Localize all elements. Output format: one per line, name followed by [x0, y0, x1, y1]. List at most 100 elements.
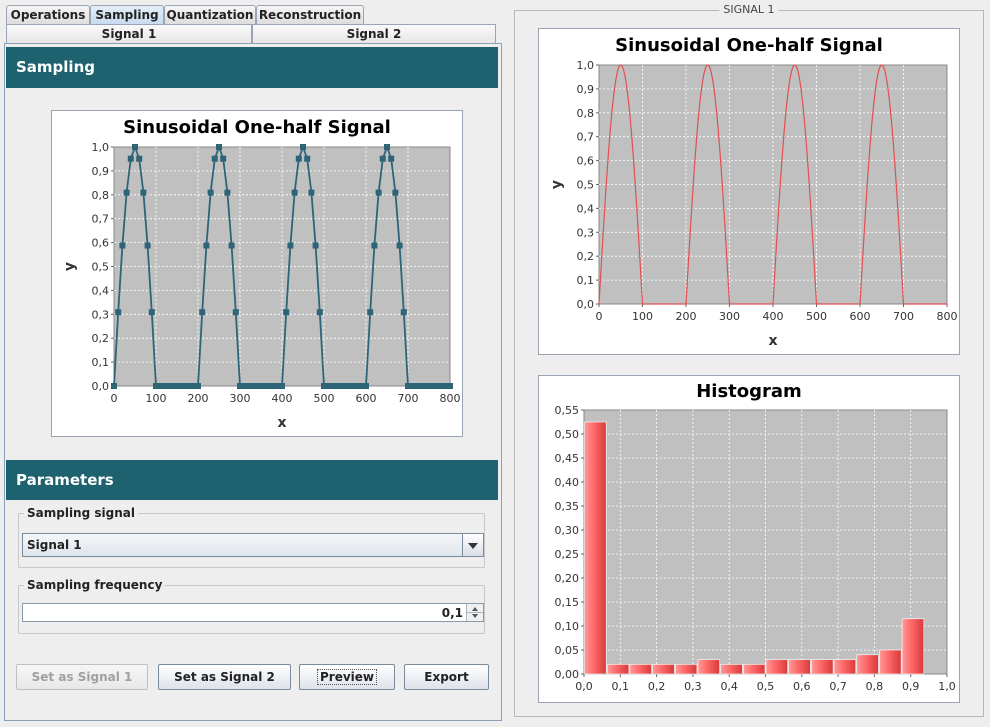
x-tick-label: 0,7: [829, 680, 847, 693]
sample-point: [283, 309, 290, 316]
sample-point: [258, 383, 264, 389]
preview-button[interactable]: Preview: [299, 664, 395, 690]
histogram-bar: [697, 659, 720, 675]
y-tick-label: 0,0: [92, 380, 110, 393]
sampling-header: Sampling: [6, 47, 498, 88]
sample-point: [346, 383, 353, 389]
tab-sampling[interactable]: Sampling: [90, 5, 164, 25]
sample-point: [358, 383, 365, 389]
set-as-signal-1-button[interactable]: Set as Signal 1: [16, 664, 148, 690]
y-tick-label: 0,55: [555, 404, 580, 417]
export-button[interactable]: Export: [404, 664, 489, 690]
sample-point: [363, 383, 369, 389]
sample-point: [132, 144, 138, 150]
x-tick-label: 0,6: [793, 680, 811, 693]
histogram-bar: [720, 664, 743, 675]
sampling-signal-label: Sampling signal: [24, 506, 138, 520]
x-tick-label: 700: [398, 392, 419, 405]
y-tick-label: 0,35: [555, 500, 580, 513]
y-tick-label: 0,30: [555, 524, 580, 537]
sample-point: [190, 383, 197, 389]
y-tick-label: 0,40: [555, 476, 580, 489]
x-tick-label: 800: [440, 392, 461, 405]
sample-point: [178, 383, 185, 389]
sample-point: [249, 383, 256, 389]
sample-point: [388, 155, 395, 162]
y-tick-label: 0,4: [92, 284, 110, 297]
sample-point: [123, 189, 130, 196]
sample-point: [379, 155, 386, 162]
x-tick-label: 600: [850, 310, 871, 323]
sample-point: [237, 383, 243, 389]
sample-point: [447, 383, 453, 389]
parameters-header: Parameters: [6, 460, 498, 500]
sample-point: [413, 383, 420, 389]
sample-point: [228, 242, 235, 249]
sample-point: [144, 242, 151, 249]
sample-point: [186, 383, 193, 389]
tab-reconstruction[interactable]: Reconstruction: [256, 5, 364, 25]
set-as-signal-2-button[interactable]: Set as Signal 2: [158, 664, 291, 690]
x-tick-label: 200: [676, 310, 697, 323]
sampling-frequency-input[interactable]: 0,1: [441, 606, 463, 620]
sample-point: [316, 309, 323, 316]
x-tick-label: 500: [314, 392, 335, 405]
y-tick-label: 0,10: [555, 620, 580, 633]
y-tick-label: 0,2: [92, 332, 110, 345]
chevron-down-icon[interactable]: [462, 534, 483, 556]
sample-point: [384, 144, 390, 150]
sample-point: [127, 155, 134, 162]
sample-point: [245, 383, 252, 389]
histogram-chart: Histogram 0,0 0,1 0,2 0,3 0,4 0,5 0,6 0,7 0,8 0,9 1…: [538, 375, 960, 703]
spinner-arrows-icon[interactable]: [466, 604, 483, 621]
sample-point: [405, 383, 411, 389]
y-tick-label: 0,50: [555, 428, 580, 441]
sample-point: [119, 242, 126, 249]
sample-point: [174, 383, 180, 389]
sample-point: [392, 189, 399, 196]
tab-operations[interactable]: Operations: [6, 5, 90, 25]
sample-point: [434, 383, 441, 389]
sample-point: [207, 189, 214, 196]
histogram-bar: [765, 659, 788, 675]
y-tick-label: 0,20: [555, 572, 580, 585]
histogram-bar: [652, 664, 675, 675]
x-tick-label: 600: [356, 392, 377, 405]
x-tick-label: 100: [632, 310, 653, 323]
y-tick-label: 0,1: [577, 274, 595, 287]
y-tick-label: 0,00: [555, 668, 580, 681]
signal-series-line: [598, 64, 947, 305]
sample-point: [287, 242, 294, 249]
histogram-bar: [856, 654, 879, 675]
sample-point: [342, 383, 348, 389]
sample-point: [216, 144, 222, 150]
subtab-signal-1[interactable]: Signal 1: [6, 24, 252, 43]
subtab-signal-2[interactable]: Signal 2: [252, 24, 496, 43]
y-tick-label: 0,5: [577, 179, 595, 192]
sampling-frequency-spinner[interactable]: 0,1: [22, 603, 484, 622]
x-tick-label: 800: [937, 310, 958, 323]
sampled-signal-chart: Sinusoidal One-half Signal 0 100 200 300 400 5…: [51, 110, 463, 437]
histogram-bar: [606, 664, 630, 675]
y-tick-label: 0,5: [92, 261, 110, 274]
y-tick-label: 1,0: [577, 59, 595, 72]
sampling-frequency-label: Sampling frequency: [24, 578, 166, 592]
sample-point: [396, 242, 403, 249]
tab-quantization[interactable]: Quantization: [164, 5, 256, 25]
sample-point: [312, 242, 319, 249]
sample-point: [442, 383, 449, 389]
sample-point: [140, 189, 147, 196]
x-tick-label: 1,0: [938, 680, 956, 693]
x-tick-label: 700: [893, 310, 914, 323]
sample-point: [304, 155, 311, 162]
x-tick-label: 0,5: [757, 680, 775, 693]
sample-point: [438, 383, 445, 389]
x-tick-label: 0,4: [720, 680, 738, 693]
x-tick-label: 0: [111, 392, 118, 405]
sample-point: [199, 309, 206, 316]
histogram-bar: [901, 618, 925, 675]
x-tick-label: 0,3: [684, 680, 702, 693]
sampling-signal-value: Signal 1: [27, 538, 82, 552]
y-tick-label: 0,0: [577, 298, 595, 311]
sampling-signal-select[interactable]: Signal 1: [22, 533, 484, 557]
